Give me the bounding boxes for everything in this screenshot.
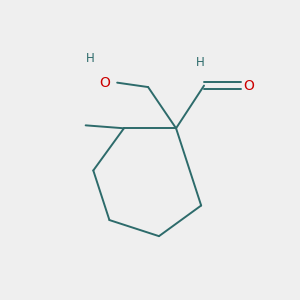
Text: O: O: [99, 76, 110, 90]
Text: O: O: [244, 79, 254, 93]
Text: H: H: [86, 52, 95, 65]
Text: H: H: [196, 56, 205, 68]
